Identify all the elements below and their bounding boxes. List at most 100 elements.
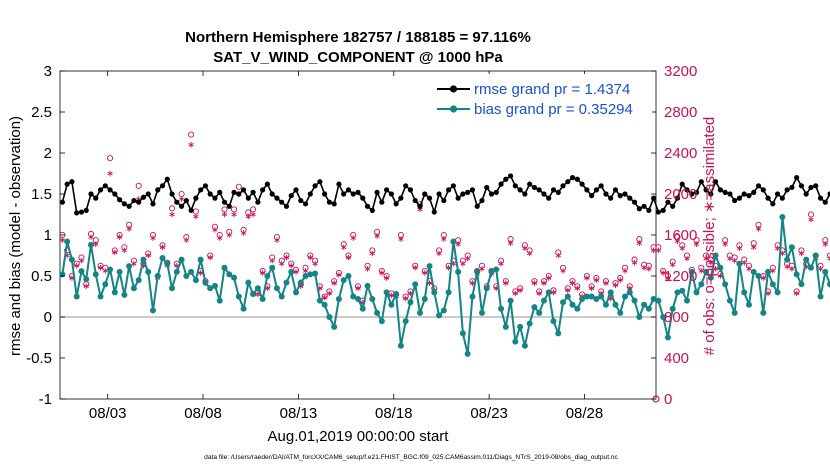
bias-point — [335, 295, 342, 302]
assimilated-obs-marker — [546, 275, 552, 281]
bias-point — [569, 301, 576, 308]
assimilated-obs-marker — [732, 257, 738, 264]
bias-point — [755, 273, 762, 279]
rmse-point — [264, 181, 271, 187]
assimilated-obs-marker — [331, 280, 337, 286]
rmse-point — [426, 195, 433, 201]
bias-point — [517, 323, 524, 330]
bias-point — [769, 281, 776, 288]
bias-point — [703, 268, 710, 275]
assimilated-obs-marker — [207, 254, 213, 261]
assimilated-obs-marker — [808, 216, 814, 223]
rmse-point — [679, 181, 685, 187]
assimilated-obs-marker — [231, 211, 237, 218]
bias-point — [655, 297, 662, 304]
bias-point — [793, 271, 800, 278]
assimilated-obs-marker — [355, 285, 361, 292]
assimilated-obs-marker — [178, 196, 185, 202]
rmse-point — [507, 173, 514, 179]
assimilated-obs-marker — [221, 211, 228, 218]
assimilated-obs-marker — [83, 283, 89, 290]
bias-point — [526, 320, 533, 327]
bias-point — [436, 312, 443, 319]
assimilated-obs-marker — [93, 241, 99, 248]
rmse-point — [250, 189, 256, 195]
rmse-point — [312, 183, 318, 189]
rmse-point — [474, 203, 480, 209]
bias-point — [812, 252, 819, 259]
bias-point — [359, 305, 366, 312]
rmse-point — [503, 176, 509, 182]
assimilated-obs-marker — [326, 290, 333, 297]
bias-point — [402, 318, 409, 325]
assimilated-obs-marker — [507, 240, 514, 246]
rmse-point — [255, 199, 261, 205]
rmse-point — [555, 189, 561, 195]
bias-point — [574, 305, 581, 312]
assimilated-obs-marker — [341, 244, 347, 251]
assimilated-obs-marker — [631, 259, 638, 266]
bias-point — [512, 338, 519, 345]
bias-point — [388, 301, 395, 308]
rmse-point — [784, 187, 790, 193]
y-axis-right-label: # of obs: o=possible; ∗=assimilated — [701, 117, 718, 356]
bias-point — [159, 254, 166, 261]
rmse-point — [736, 195, 743, 201]
assimilated-obs-marker — [121, 247, 128, 254]
assimilated-obs-marker — [226, 232, 232, 238]
rmse-point — [178, 203, 185, 209]
bias-point — [374, 309, 381, 316]
rmse-point — [741, 191, 747, 197]
bias-point — [130, 285, 137, 292]
bias-point — [73, 293, 80, 300]
y-right-tick-label: 800 — [664, 309, 689, 326]
bias-point — [107, 266, 114, 273]
plot-area — [59, 70, 657, 400]
rmse-point — [512, 183, 518, 189]
assimilated-obs-marker — [364, 266, 371, 272]
rmse-point — [398, 195, 404, 201]
bias-point — [264, 273, 271, 279]
rmse-point — [288, 193, 294, 199]
assimilated-obs-marker — [188, 142, 194, 148]
assimilated-obs-marker — [383, 275, 390, 281]
bias-point — [364, 282, 371, 289]
y-right-tick-label: 3200 — [664, 63, 697, 80]
assimilated-obs-marker — [412, 265, 418, 271]
assimilated-obs-marker — [588, 285, 595, 292]
rmse-point — [374, 189, 380, 195]
y-right-tick-label: 1600 — [664, 227, 697, 244]
bias-point — [183, 273, 190, 279]
assimilated-obs-marker — [684, 255, 690, 262]
bias-point — [431, 289, 438, 296]
assimilated-obs-marker — [660, 270, 666, 276]
assimilated-obs-marker — [541, 280, 547, 286]
bias-point — [97, 293, 104, 300]
rmse-point — [546, 195, 552, 201]
x-axis-label: Aug.01,2019 00:00:00 start — [268, 428, 450, 445]
rmse-point — [369, 207, 375, 213]
rmse-point — [465, 189, 471, 195]
bias-point — [560, 299, 567, 306]
bias-point — [822, 268, 829, 275]
assimilated-obs-marker — [517, 287, 523, 294]
assimilated-obs-marker — [336, 272, 342, 278]
assimilated-obs-marker — [369, 250, 375, 257]
bias-point — [664, 334, 671, 341]
bias-point — [564, 293, 571, 300]
bias-point — [817, 293, 824, 300]
bias-point — [121, 291, 128, 298]
assimilated-obs-marker — [436, 250, 442, 257]
rmse-point — [822, 199, 828, 205]
rmse-point — [107, 187, 113, 193]
rmse-point — [708, 191, 714, 197]
rmse-point — [751, 189, 757, 195]
rmse-point — [717, 187, 723, 193]
bias-point — [631, 297, 638, 304]
assimilated-obs-marker — [555, 252, 561, 259]
bias-point — [669, 305, 676, 312]
rmse-point — [441, 197, 447, 204]
rmse-point — [260, 187, 266, 193]
assimilated-obs-marker — [150, 235, 156, 241]
rmse-point — [436, 191, 442, 197]
